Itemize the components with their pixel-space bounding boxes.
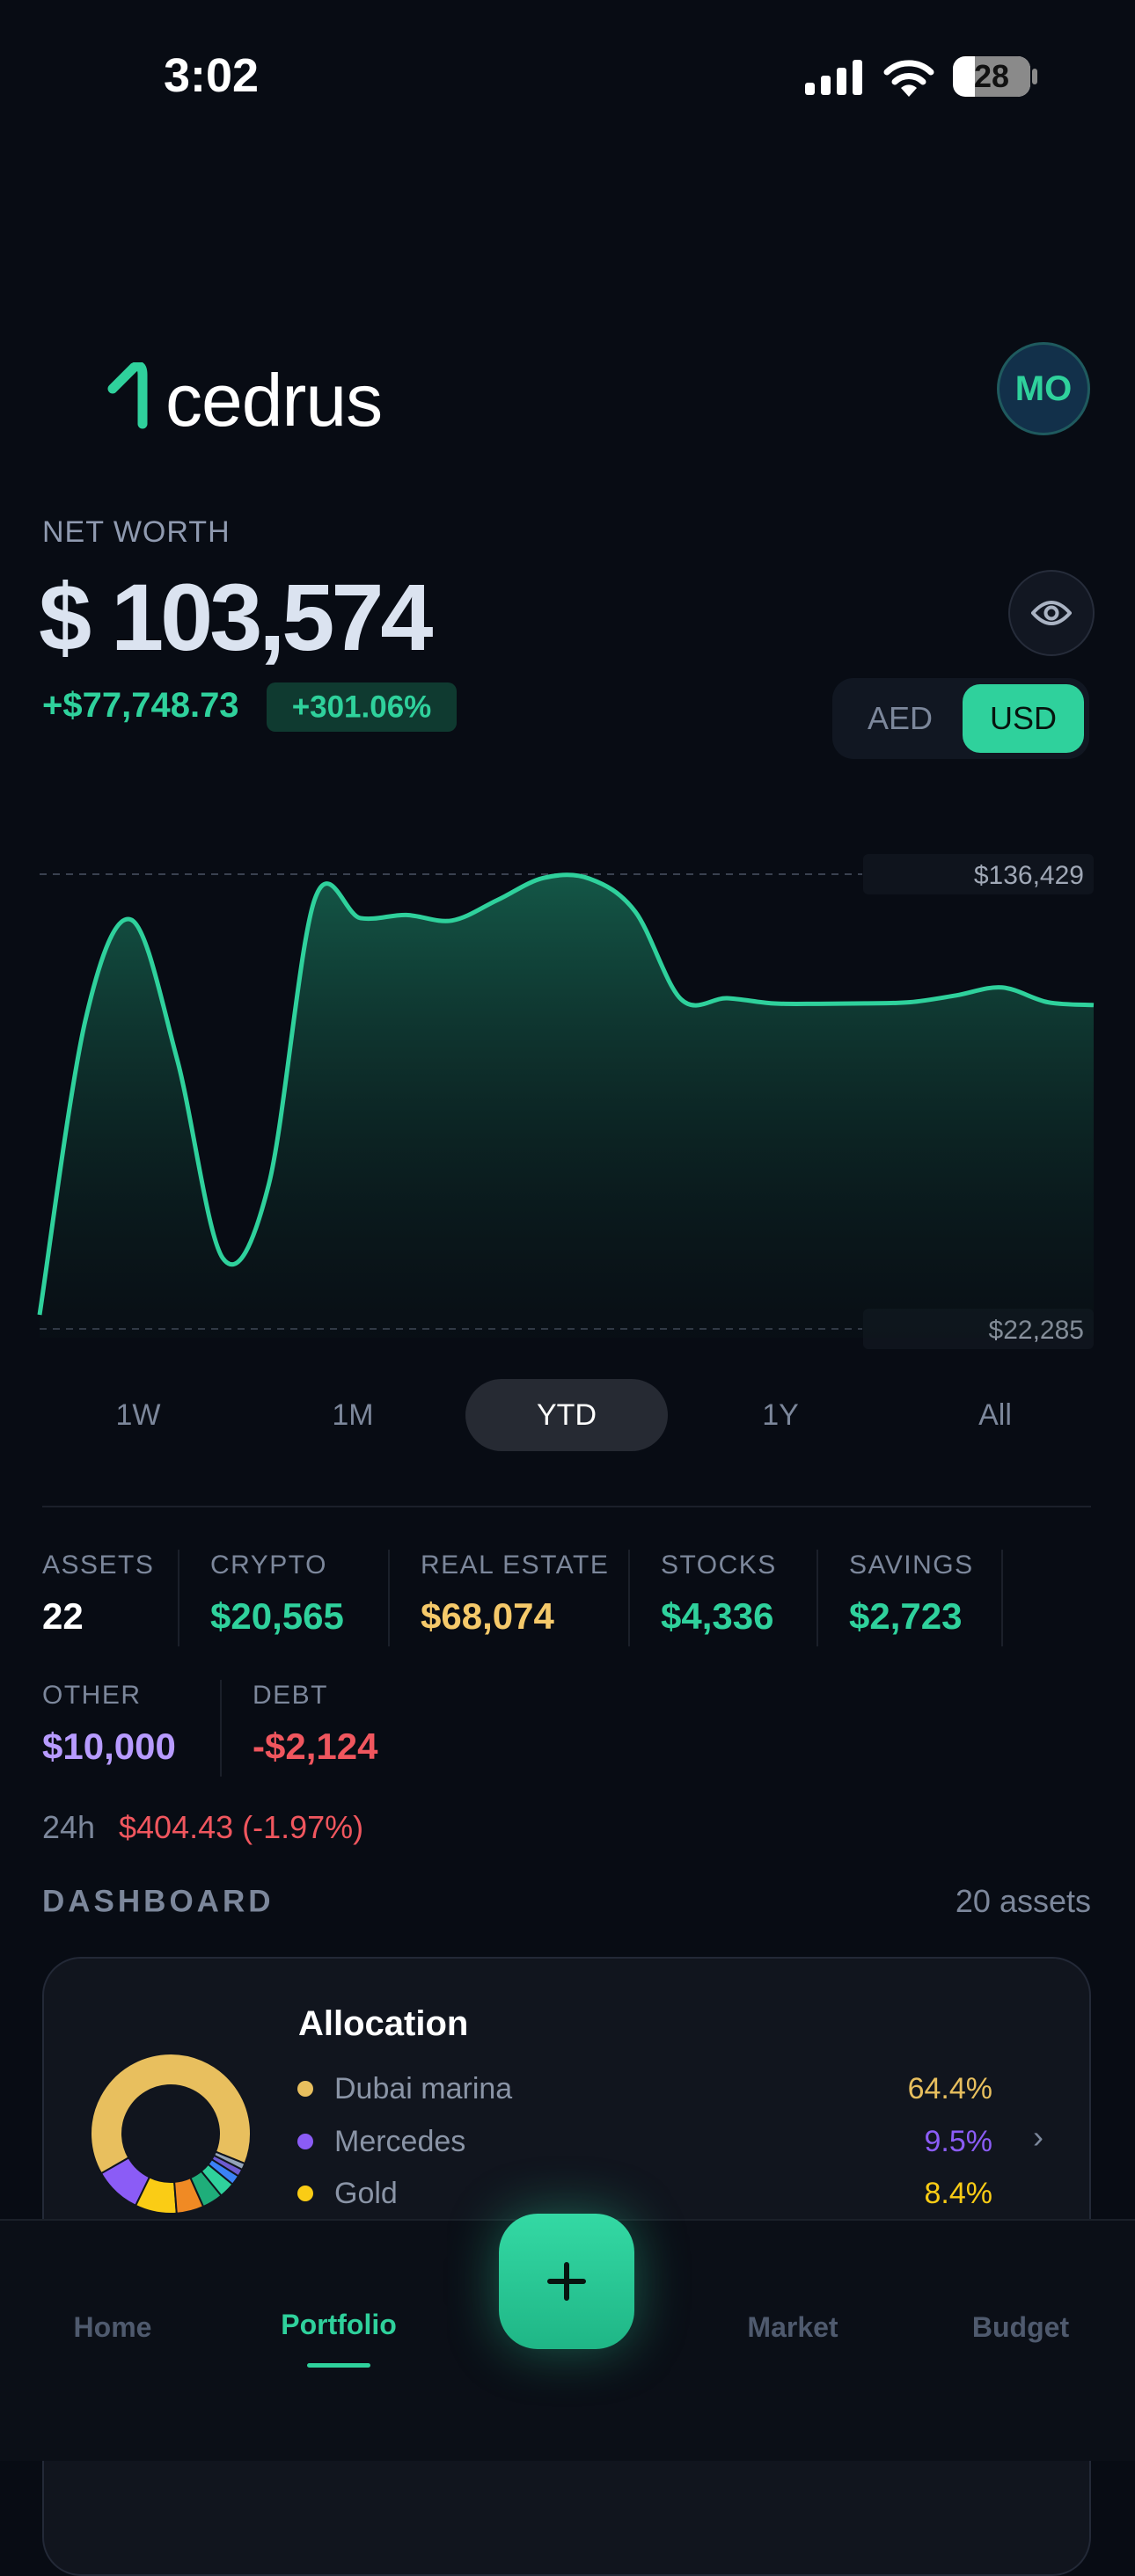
stat-separator <box>628 1550 630 1646</box>
change-24h-value: $404.43 (-1.97%) <box>119 1809 364 1845</box>
range-label: 1M <box>332 1398 374 1432</box>
stat-value: $68,074 <box>421 1595 554 1637</box>
legend-name: Dubai marina <box>334 2072 513 2105</box>
logo-icon <box>107 362 148 429</box>
legend-dot <box>297 2186 313 2201</box>
stat-label: REAL ESTATE <box>421 1551 610 1580</box>
range-label: 1W <box>115 1398 161 1432</box>
range-label: YTD <box>537 1398 597 1432</box>
legend-dot <box>297 2133 313 2149</box>
currency-option[interactable]: USD <box>963 684 1084 753</box>
donut-segment <box>212 2150 246 2171</box>
stat-label: SAVINGS <box>849 1551 974 1580</box>
range-option[interactable]: YTD <box>465 1379 668 1451</box>
dashboard-title: DASHBOARD <box>42 1884 275 1919</box>
battery-tip <box>1032 69 1037 84</box>
net-worth-chart: $22,285$136,429 <box>37 854 1095 1349</box>
stat-value: $20,565 <box>210 1595 344 1637</box>
tab-label: Budget <box>971 2311 1070 2343</box>
legend-value: 8.4% <box>924 2177 993 2210</box>
stat-separator <box>1001 1550 1003 1646</box>
asset-count: 20 assets <box>955 1883 1091 1919</box>
tab-item[interactable]: Market <box>705 2221 881 2379</box>
stat-label: CRYPTO <box>210 1551 327 1580</box>
avatar-initials: MO <box>1014 369 1073 408</box>
plus-icon <box>547 2262 586 2301</box>
stat-value: -$2,124 <box>253 1726 378 1767</box>
tab-label: Portfolio <box>281 2309 397 2340</box>
status-time: 3:02 <box>164 49 260 102</box>
currency-toggle: AED USD <box>832 678 1089 759</box>
stat-value: $4,336 <box>661 1595 774 1637</box>
reference-label-box <box>863 854 1094 894</box>
eye-icon <box>1031 601 1072 625</box>
legend-value: 64.4% <box>907 2072 992 2105</box>
change-pill: +301.06% <box>267 682 457 732</box>
app-screen: {"status":{"time":"3:02","battery":"28"}… <box>0 49 1135 2576</box>
range-option[interactable]: All <box>894 1379 1096 1451</box>
stat-value: $2,723 <box>849 1595 963 1637</box>
battery-level: 28 <box>973 58 1010 94</box>
currency-option[interactable]: AED <box>839 684 961 753</box>
divider <box>42 1506 1091 1507</box>
tab-indicator <box>307 2363 370 2368</box>
allocation-donut <box>90 2053 252 2215</box>
tab-item[interactable]: Portfolio <box>251 2221 427 2379</box>
range-option[interactable]: 1W <box>37 1379 239 1451</box>
legend-name: Gold <box>334 2177 398 2210</box>
legend-value: 9.5% <box>924 2124 993 2158</box>
net-worth-change: +$77,748.73 <box>42 686 239 725</box>
chart-line <box>37 872 1095 1316</box>
currency-label: AED <box>867 700 934 736</box>
change-24h-label: 24h <box>42 1809 96 1845</box>
stat-separator <box>178 1550 179 1646</box>
change-percent: +301.06% <box>291 690 432 725</box>
range-label: All <box>978 1398 1012 1432</box>
tab-item[interactable]: Budget <box>933 2221 1109 2379</box>
allocation-title: Allocation <box>298 2004 469 2043</box>
stat-label: STOCKS <box>661 1551 777 1580</box>
wifi-icon <box>883 60 934 97</box>
range-option[interactable]: 1M <box>252 1379 454 1451</box>
avatar[interactable]: MO <box>997 342 1090 435</box>
stat-separator <box>816 1550 818 1646</box>
legend-dot <box>297 2081 313 2097</box>
visibility-toggle[interactable] <box>1008 570 1095 656</box>
tab-label: Home <box>73 2311 152 2343</box>
chevron: › <box>1033 2119 1043 2155</box>
chart-area <box>40 874 1094 1338</box>
tab-item[interactable]: Home <box>25 2221 201 2379</box>
battery-icon: 28 <box>953 56 1030 97</box>
stat-label: ASSETS <box>42 1551 155 1580</box>
legend-name: Mercedes <box>334 2124 466 2158</box>
stat-separator <box>220 1680 222 1777</box>
range-option[interactable]: 1Y <box>679 1379 882 1451</box>
net-worth-label: NET WORTH <box>42 515 231 549</box>
range-label: 1Y <box>762 1398 799 1432</box>
tab-label: Market <box>747 2311 838 2343</box>
reference-label: $136,429 <box>974 861 1084 890</box>
donut-segment <box>90 2053 252 2175</box>
currency-label: USD <box>989 700 1057 736</box>
stat-separator <box>388 1550 390 1646</box>
add-button[interactable] <box>499 2214 634 2349</box>
stat-value: 22 <box>42 1595 84 1637</box>
stat-label: DEBT <box>253 1681 329 1710</box>
net-worth-value: $ 103,574 <box>39 564 433 670</box>
stat-value: $10,000 <box>42 1726 176 1767</box>
signal-icon <box>805 60 862 95</box>
logo-text: cedrus <box>165 359 383 441</box>
stat-label: OTHER <box>42 1681 142 1710</box>
